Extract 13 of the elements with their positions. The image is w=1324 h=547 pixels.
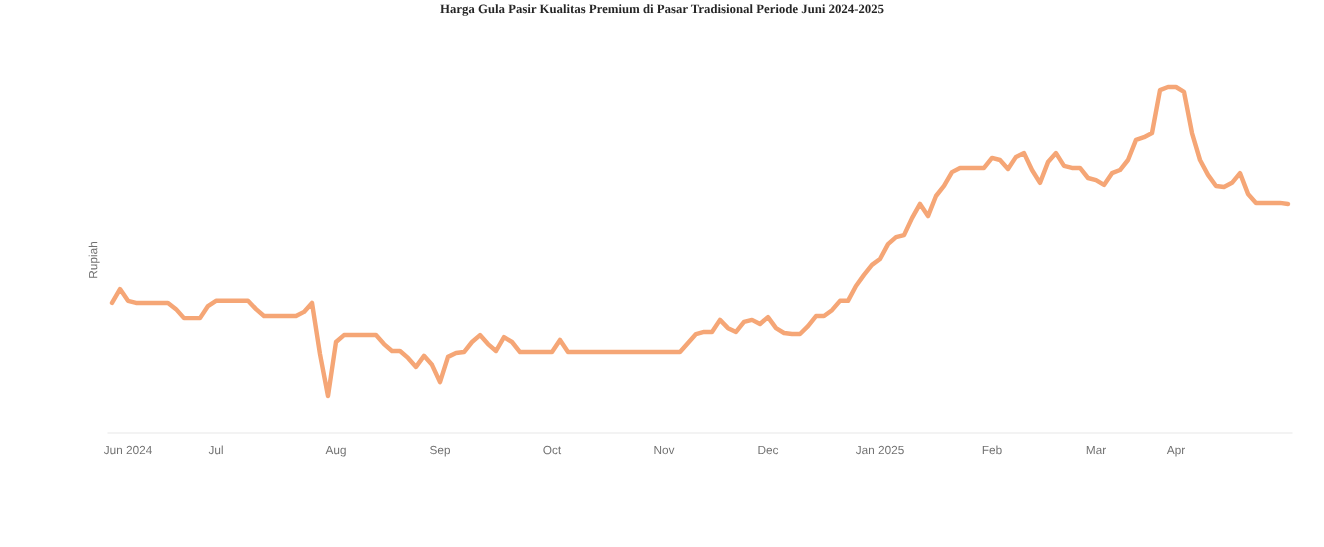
x-tick-label: Dec bbox=[758, 445, 779, 455]
x-tick-label: Sep bbox=[430, 445, 451, 457]
x-tick-label: Aug bbox=[325, 445, 346, 457]
x-tick-label: Apr bbox=[1166, 445, 1185, 457]
y-axis-title: Rupiah bbox=[88, 242, 100, 278]
x-tick-label: Oct bbox=[543, 445, 562, 455]
x-tick-label: Mar bbox=[1086, 445, 1106, 455]
x-tick-label: Nov bbox=[654, 445, 675, 455]
chart-title: Harga Gula Pasir Kualitas Premium di Pasar Tradisional Periode Juni 2024-2025 bbox=[440, 4, 884, 16]
x-tick-label: Feb bbox=[982, 445, 1002, 455]
x-tick-label: Jul bbox=[208, 445, 223, 455]
x-tick-label: Jan 2025 bbox=[855, 445, 904, 455]
x-tick-label: Jun 2024 bbox=[103, 445, 152, 455]
